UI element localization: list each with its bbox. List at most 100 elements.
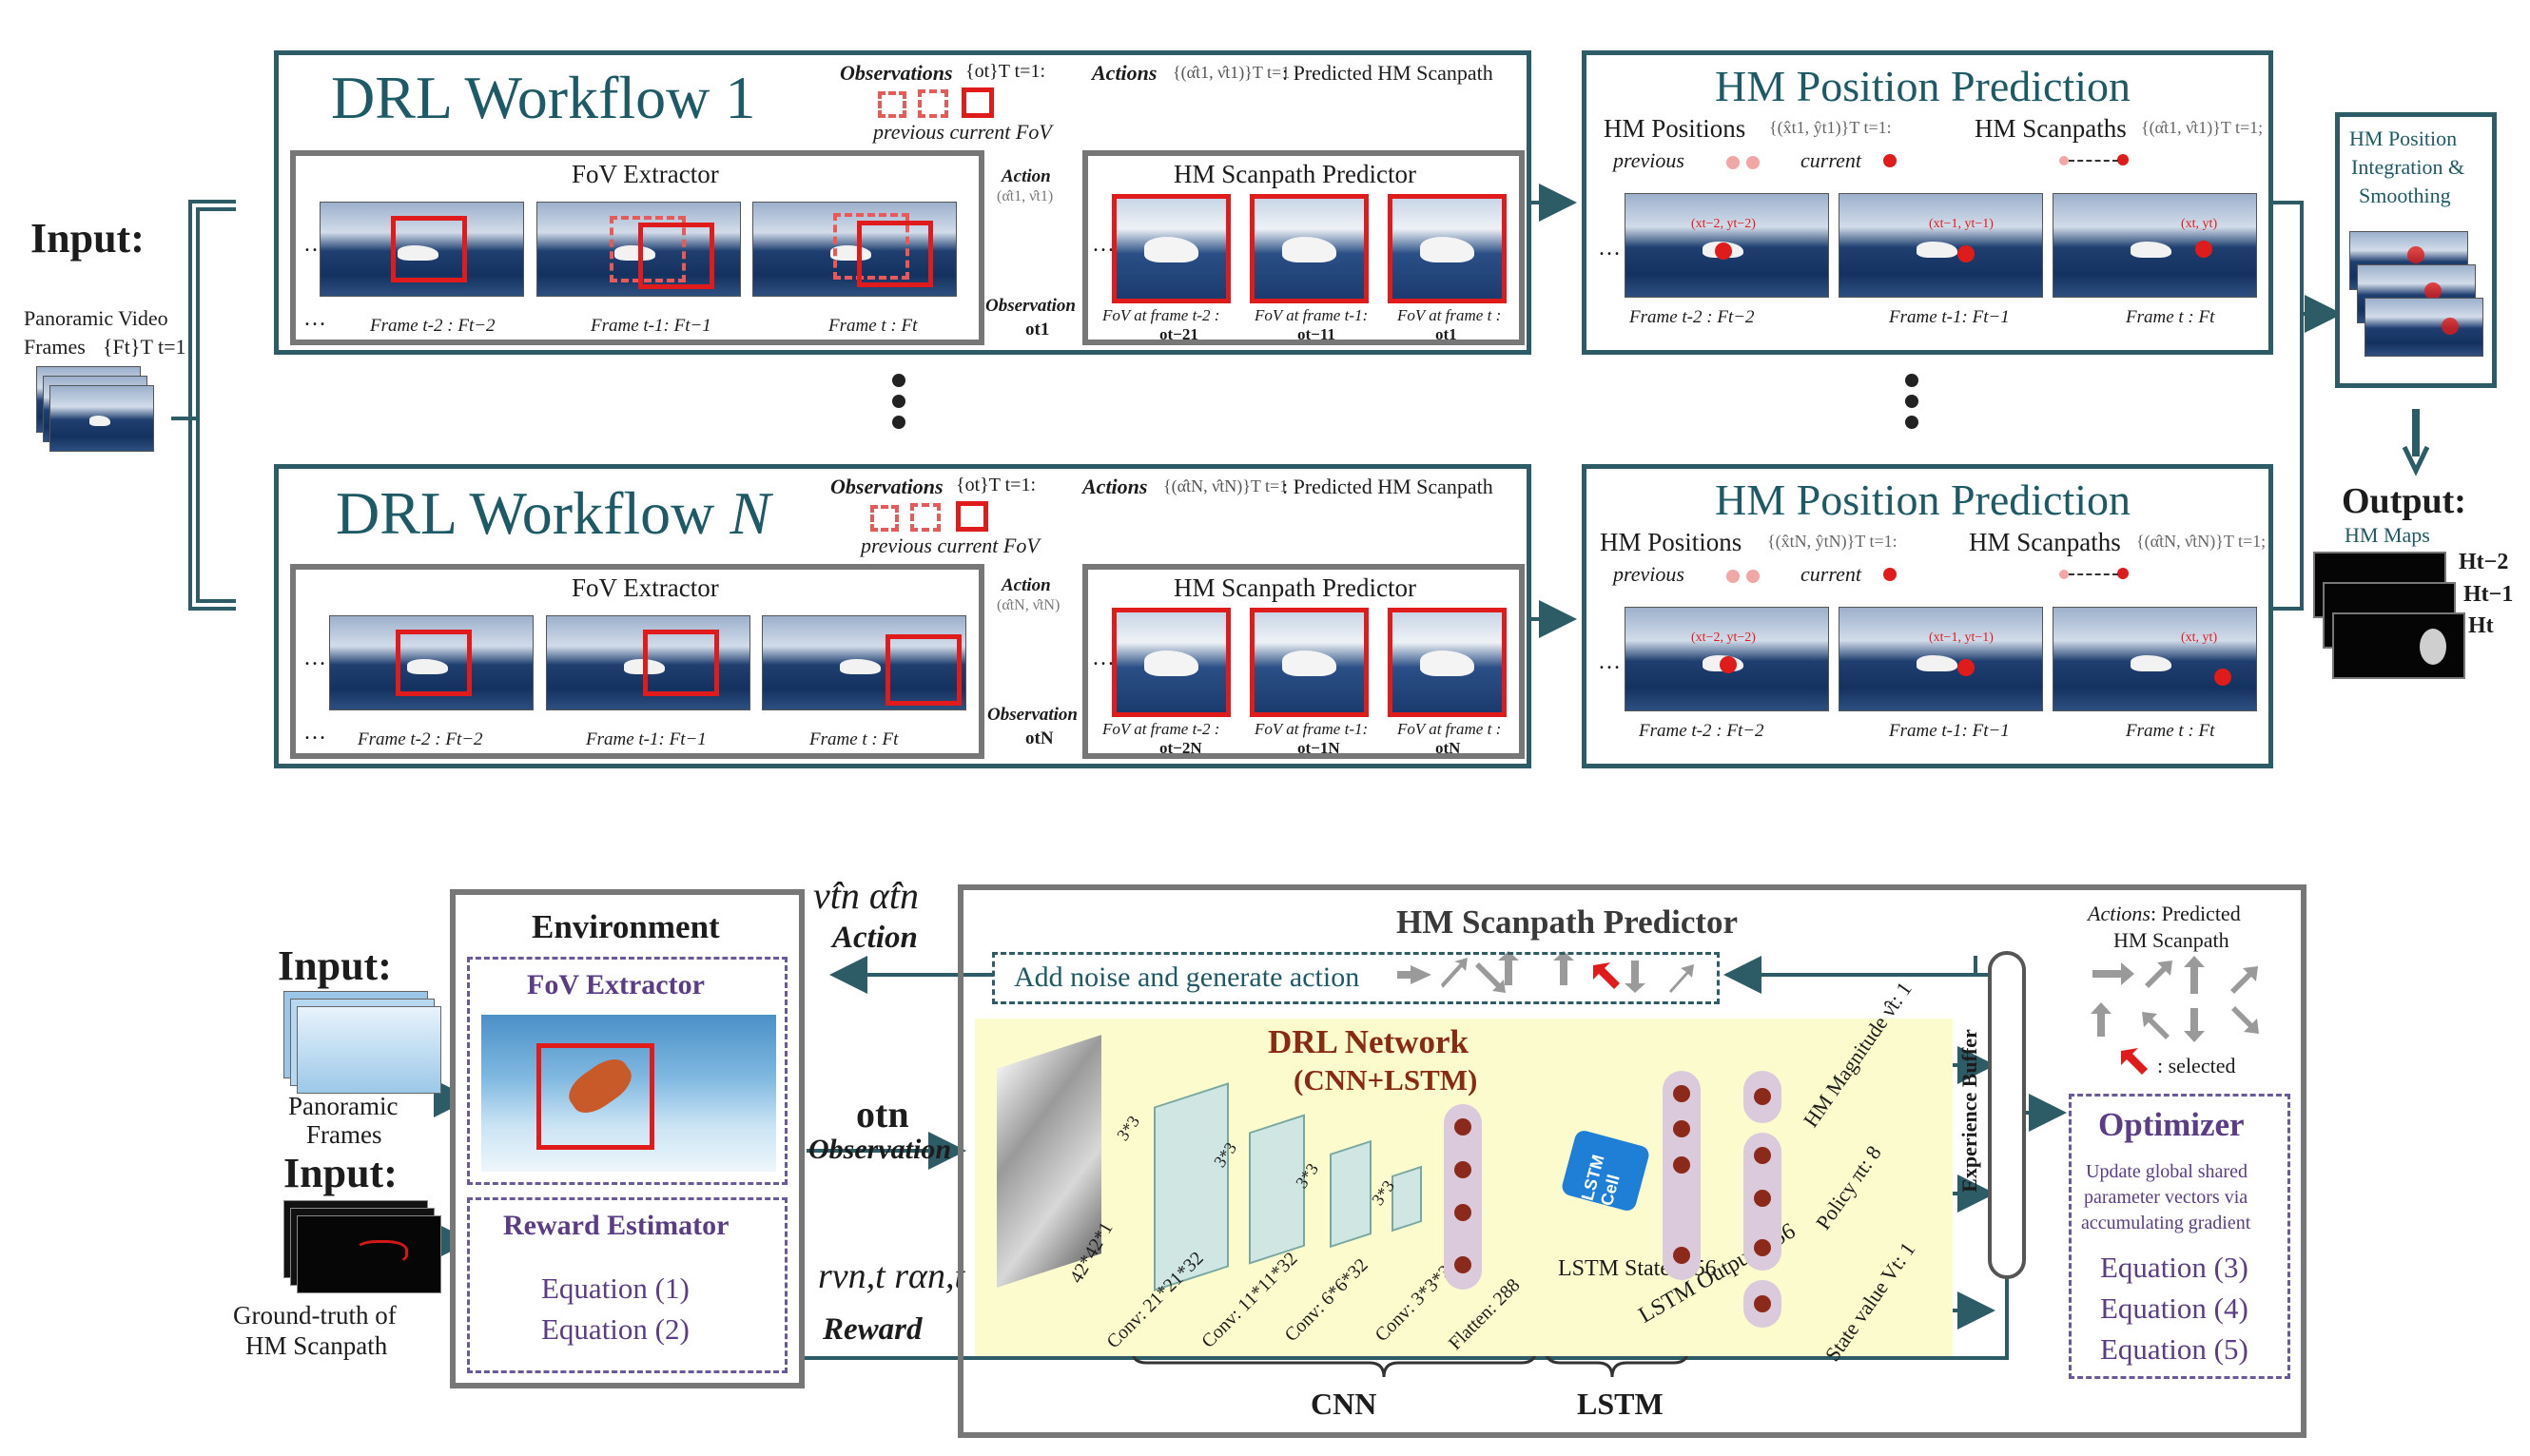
hm-scanpaths-label: HM Scanpaths — [1975, 114, 2127, 143]
bottom-input-2-caption-2: HM Scanpath — [245, 1331, 388, 1360]
frame-caption: Frame t-2 : Ft−2 — [1629, 307, 1755, 327]
add-noise-label: Add noise and generate action — [1014, 961, 1360, 993]
hm-point — [2195, 241, 2212, 258]
frame-thumb — [2053, 193, 2257, 298]
frame-caption: Frame t-2 : Ft−2 — [370, 316, 496, 336]
fov-box — [643, 630, 719, 696]
experience-buffer — [1988, 951, 2026, 1279]
drl-network-title: DRL Network — [1268, 1023, 1469, 1060]
workflow-n-prev-current: previous current FoV — [861, 534, 1040, 557]
frame-thumb — [2053, 607, 2257, 711]
lstm-brace-label: LSTM — [1577, 1387, 1664, 1421]
workflow-n-observations-label: Observations — [830, 475, 944, 498]
legend-predicted: HM Scanpath — [2113, 928, 2229, 952]
fov-math: ot−11 — [1297, 325, 1335, 343]
prev-fov-marker-2 — [918, 89, 948, 118]
observation-math: otN — [1025, 728, 1054, 748]
coord-label: (xt−1, yt−1) — [1929, 217, 1994, 231]
workflow-1-observations-math: {ot}T t=1: — [965, 61, 1046, 82]
conv-layer-2 — [1249, 1114, 1305, 1265]
lstm-output-layer — [1663, 1071, 1701, 1280]
reward-equation-2: Equation (2) — [541, 1312, 690, 1346]
scanpath-dot — [2117, 568, 2129, 579]
conv-layer-4 — [1392, 1165, 1422, 1233]
state-value-output — [1743, 1280, 1781, 1328]
prev-fov-box — [833, 213, 909, 280]
previous-dot — [1726, 570, 1740, 583]
reward-estimator-box: Reward Estimator Equation (1) Equation (… — [467, 1197, 788, 1373]
hm-scanpaths-math: {(α̂t1, ν̂t1)}T t=1; — [2141, 118, 2264, 137]
frame-caption: Frame t-2 : Ft−2 — [1639, 721, 1764, 741]
frame-caption: Frame t-1: Ft−1 — [586, 729, 707, 749]
coord-label: (xt, yt) — [2181, 631, 2218, 645]
scanpath-dot — [2059, 156, 2069, 165]
fov-math: ot1 — [1435, 325, 1457, 343]
fov-box — [396, 630, 472, 696]
fov-crop — [1112, 608, 1231, 717]
bottom-input-2-label: Input: — [283, 1150, 398, 1196]
coord-label: (xt−2, yt−2) — [1691, 217, 1756, 231]
previous-dot — [1746, 570, 1760, 583]
optimizer-equation: Equation (4) — [2100, 1291, 2248, 1325]
workflow-1-observations-label: Observations — [840, 61, 953, 85]
workflow-n-scanpath-predictor: HM Scanpath Predictor … FoV at frame t-2… — [1082, 564, 1525, 759]
optimizer-desc-1: Update global shared — [2086, 1161, 2248, 1182]
output-label: Output: — [2342, 481, 2466, 521]
workflow-n-actions-math: {(α̂tN, ν̂tN)}T t=1 — [1163, 476, 1289, 495]
observation-label: Observation — [808, 1134, 951, 1165]
hm-position-1-title: HM Position Prediction — [1715, 62, 2131, 110]
workflow-n-fov-extractor: FoV Extractor … … Frame t-2 : Ft−2 Frame… — [290, 564, 984, 759]
h-label: Ht−1 — [2463, 582, 2514, 607]
workflow-n-panel: DRL Workflow N Observations {ot}T t=1: p… — [274, 464, 1531, 768]
fov-math: otN — [1435, 739, 1461, 757]
fov-crop — [1388, 194, 1507, 303]
workflow-n-actions-suffix: : Predicted HM Scanpath — [1282, 475, 1493, 498]
current-dot — [1883, 154, 1897, 167]
hm-point — [2214, 669, 2231, 686]
scanpath-predictor-title: HM Scanpath Predictor — [1174, 573, 1416, 602]
action-math: (α̂t1, ν̂t1) — [997, 188, 1054, 204]
top-input-caption-1: Panoramic Video — [24, 306, 168, 330]
frame-thumb — [752, 202, 957, 297]
drl-network-subtitle: (CNN+LSTM) — [1294, 1063, 1478, 1097]
conv-layer-3 — [1330, 1139, 1372, 1249]
fov-extractor-box: FoV Extractor — [467, 957, 788, 1185]
fov-caption: FoV at frame t : — [1397, 306, 1502, 324]
hm-scanpaths-math: {(α̂tN, ν̂tN)}T t=1; — [2136, 532, 2267, 551]
fov-math: ot−21 — [1159, 325, 1198, 343]
reward-math: rνn,t rαn,t — [818, 1256, 965, 1296]
prev-fov-marker-1 — [878, 91, 906, 118]
frame-thumb — [762, 615, 966, 710]
cnn-brace-label: CNN — [1311, 1387, 1377, 1421]
ellipsis: … — [303, 720, 326, 745]
optimizer-desc-2: parameter vectors via — [2084, 1187, 2248, 1208]
workflow-1-prev-current: previous current FoV — [873, 120, 1052, 144]
integration-title-1: HM Position — [2349, 126, 2458, 150]
fov-crop — [1112, 194, 1231, 303]
hm-position-n-title: HM Position Prediction — [1715, 476, 2131, 524]
action-label: Action — [832, 921, 918, 955]
hm-maps-label: HM Maps — [2345, 523, 2430, 547]
workflow-1-panel: DRL Workflow 1 Observations {ot}T t=1: p… — [274, 50, 1531, 355]
frame-caption: Frame t : Ft — [2126, 307, 2215, 327]
bottom-input-2-caption-1: Ground-truth of — [233, 1301, 397, 1330]
fov-box — [886, 634, 962, 706]
hm-positions-math: {(x̂tN, ŷtN)}T t=1: — [1767, 532, 1898, 551]
frame-caption: Frame t-1: Ft−1 — [1889, 307, 2010, 327]
workflow-1-title: DRL Workflow 1 — [331, 64, 756, 131]
fov-box — [536, 1043, 654, 1150]
workflow-n-title: DRL Workflow N — [336, 479, 771, 547]
hm-magnitude-output — [1743, 1071, 1781, 1123]
reward-estimator-title: Reward Estimator — [503, 1210, 730, 1241]
scanpath-dot — [2059, 570, 2069, 579]
observation-math: otn — [856, 1093, 909, 1136]
fov-extractor-title: FoV Extractor — [572, 573, 719, 602]
workflow-1-scanpath-predictor: HM Scanpath Predictor … FoV at frame t-2… — [1082, 150, 1525, 345]
optimizer-desc-3: accumulating gradient — [2081, 1213, 2251, 1233]
optimizer-equation: Equation (3) — [2100, 1251, 2248, 1284]
fov-caption: FoV at frame t-2 : — [1102, 720, 1220, 738]
frame-thumb — [1839, 607, 2043, 711]
previous-label: previous — [1613, 562, 1684, 586]
frame-caption: Frame t : Ft — [828, 316, 918, 336]
experience-buffer-label: Experience Buffer — [1956, 1029, 1981, 1193]
